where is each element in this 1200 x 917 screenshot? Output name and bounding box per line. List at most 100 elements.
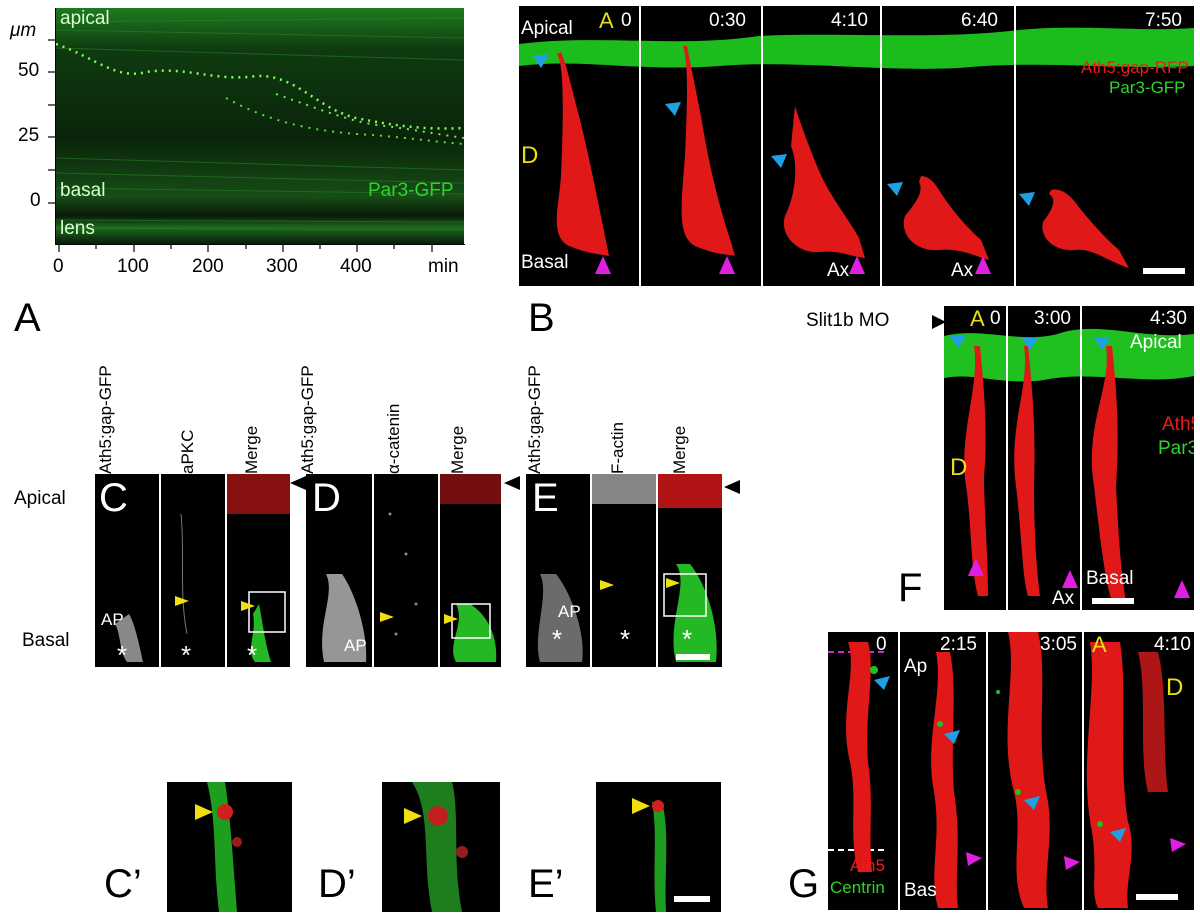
xtick-300: 300	[266, 256, 298, 277]
f-label-apical: Apical	[1130, 332, 1182, 353]
panel-d-prime	[382, 782, 500, 912]
label-lens: lens	[60, 218, 95, 239]
panel-c: C AP * * *	[95, 474, 290, 667]
panel-letter-a: A	[14, 296, 41, 340]
f-slit-arrow	[932, 315, 946, 329]
panel-c-prime-image	[195, 782, 242, 912]
panel-f-image	[944, 306, 1194, 610]
b-time-6-40: 6:40	[961, 10, 998, 31]
b-time-0-30: 0:30	[709, 10, 746, 31]
panel-d-prime-image	[404, 782, 468, 912]
b-channel-rfp: Ath5:gap-RFP	[1081, 58, 1189, 77]
xtick-0: 0	[53, 256, 64, 277]
label-apical: apical	[60, 8, 110, 29]
e-prime-scale-bar	[674, 896, 710, 902]
c-star-2: *	[181, 640, 192, 667]
g-time-0: 0	[876, 634, 887, 655]
g-ap: Ap	[904, 656, 928, 677]
label-par3-gfp: Par3-GFP	[368, 180, 454, 201]
f-channel-ath5: Ath5	[1162, 414, 1194, 435]
d-prime-letter: D’	[318, 862, 356, 906]
e-apical-arrow	[724, 480, 740, 494]
g-d-mark: D	[1166, 674, 1184, 701]
e-scale-bar	[676, 654, 710, 660]
panel-c-prime	[167, 782, 292, 912]
f-label-basal: Basal	[1086, 568, 1134, 589]
g-scale-bar	[1136, 894, 1178, 900]
panel-e: E AP * * *	[526, 474, 722, 667]
ytick-0: 0	[30, 190, 41, 211]
panel-g: 0 2:15 3:05 A 4:10 Ap D Ath5 Centrin Bas	[828, 632, 1194, 910]
panel-g-image	[828, 632, 1186, 910]
panel-a-x-axis	[55, 244, 465, 245]
panel-a-kymograph: apical basal lens Par3-GFP	[56, 8, 464, 244]
g-time-3-05: 3:05	[1040, 634, 1077, 655]
xunit-min: min	[428, 256, 459, 277]
b-ax-1: Ax	[827, 260, 850, 281]
c-star-1: *	[117, 640, 128, 667]
f-time-3-00: 3:00	[1034, 308, 1071, 329]
f-ax: Ax	[1052, 588, 1075, 609]
e-star-2: *	[620, 624, 631, 654]
e-prime-letter: E’	[528, 862, 564, 906]
e-letter-inset: E	[532, 476, 559, 520]
f-scale-bar	[1092, 598, 1134, 604]
panel-letter-b: B	[528, 296, 555, 340]
b-time-4-10: 4:10	[831, 10, 868, 31]
panel-d-image	[322, 474, 501, 667]
d-ap-label: AP	[344, 636, 367, 655]
panel-letter-f: F	[898, 566, 923, 610]
c-ap-label: AP	[101, 610, 124, 629]
unit-micrometer: μm	[10, 20, 37, 41]
f-time-0: 0	[990, 308, 1001, 329]
g-time-4-10: 4:10	[1154, 634, 1191, 655]
b-ax-2: Ax	[951, 260, 974, 281]
panel-b-image	[519, 6, 1194, 286]
c-label-basal: Basal	[22, 630, 70, 651]
c-apical-arrow	[290, 476, 306, 490]
g-channel-ath5: Ath5	[850, 856, 885, 875]
panel-e-prime-image	[632, 798, 667, 912]
b-time-7-50: 7:50	[1145, 10, 1182, 31]
panel-letter-g: G	[788, 862, 820, 906]
e-star-3: *	[682, 624, 693, 654]
xtick-100: 100	[117, 256, 149, 277]
d-letter-inset: D	[312, 476, 341, 520]
b-d-mark: D	[521, 142, 539, 169]
b-label-apical: Apical	[521, 18, 573, 39]
b-a-mark: A	[599, 8, 614, 33]
panel-a-y-axis	[55, 8, 56, 244]
panel-e-image	[537, 474, 722, 667]
b-label-basal: Basal	[521, 252, 569, 273]
f-treatment-label: Slit1b MO	[806, 310, 890, 331]
c-prime-letter: C’	[104, 862, 142, 906]
d-apical-arrow	[504, 476, 520, 490]
f-a-mark: A	[970, 306, 985, 331]
e-star-1: *	[552, 624, 563, 654]
xtick-400: 400	[340, 256, 372, 277]
g-time-2-15: 2:15	[940, 634, 977, 655]
c-star-3: *	[247, 640, 258, 667]
b-channel-gfp: Par3-GFP	[1109, 78, 1186, 97]
g-channel-centrin: Centrin	[830, 878, 885, 897]
panel-b-timelapse: Apical A 0 0:30 4:10 6:40 7:50 D Basal A…	[519, 6, 1194, 286]
c-label-apical: Apical	[14, 488, 66, 509]
f-channel-par3: Par3	[1158, 438, 1194, 459]
panel-e-prime	[596, 782, 721, 912]
f-d-mark: D	[950, 454, 968, 481]
ytick-25: 25	[18, 125, 40, 146]
c-letter-inset: C	[99, 476, 128, 520]
f-time-4-30: 4:30	[1150, 308, 1187, 329]
b-scale-bar	[1143, 268, 1185, 274]
panel-c-image	[115, 474, 290, 667]
ytick-50: 50	[18, 60, 40, 81]
panel-d: D AP	[306, 474, 501, 667]
label-basal: basal	[60, 180, 106, 201]
g-a-mark: A	[1092, 632, 1107, 657]
panel-f: A 0 3:00 4:30 Apical D Ath5 Par3 Ax Basa…	[944, 306, 1194, 610]
xtick-200: 200	[192, 256, 224, 277]
g-bas: Bas	[904, 880, 937, 901]
kymograph-traces	[56, 8, 464, 244]
